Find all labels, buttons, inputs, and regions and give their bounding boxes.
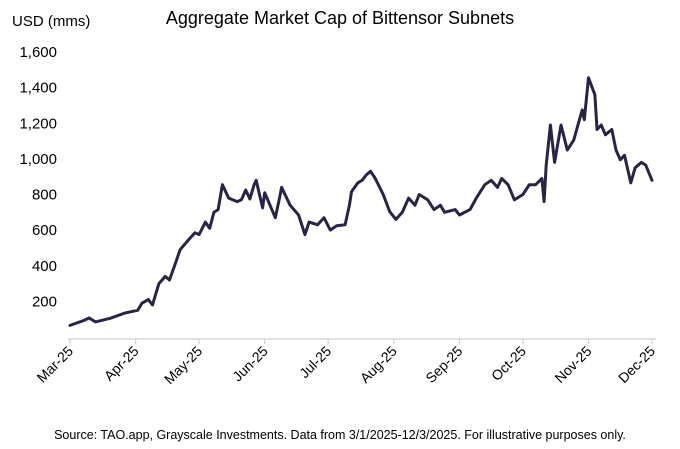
y-tick-label: 800 [32, 187, 57, 204]
source-note: Source: TAO.app, Grayscale Investments. … [54, 428, 626, 442]
y-tick-label: 400 [32, 258, 57, 275]
y-tick-label: 600 [32, 222, 57, 239]
y-tick-label: 1,000 [19, 151, 57, 168]
y-tick-label: 1,400 [19, 80, 57, 97]
y-axis-label: USD (mms) [12, 13, 91, 30]
series-line [68, 76, 654, 327]
x-tick-label: Mar-25 [33, 343, 76, 386]
x-tick-label: Jul-25 [296, 343, 334, 381]
x-tick-label: Apr-25 [101, 343, 142, 384]
x-tick-label: Oct-25 [488, 343, 529, 384]
x-tick-label: May-25 [161, 343, 205, 387]
y-tick-label: 1,600 [19, 44, 57, 61]
x-tick-label: Jun-25 [229, 343, 271, 385]
x-tick-label: Sep-25 [422, 343, 465, 386]
x-tick-label: Dec-25 [615, 343, 658, 386]
x-tick-label: Aug-25 [357, 343, 400, 386]
y-tick-label: 200 [32, 293, 57, 310]
chart-title: Aggregate Market Cap of Bittensor Subnet… [165, 8, 515, 28]
x-tick-label: Nov-25 [551, 343, 594, 386]
y-tick-label: 1,200 [19, 115, 57, 132]
